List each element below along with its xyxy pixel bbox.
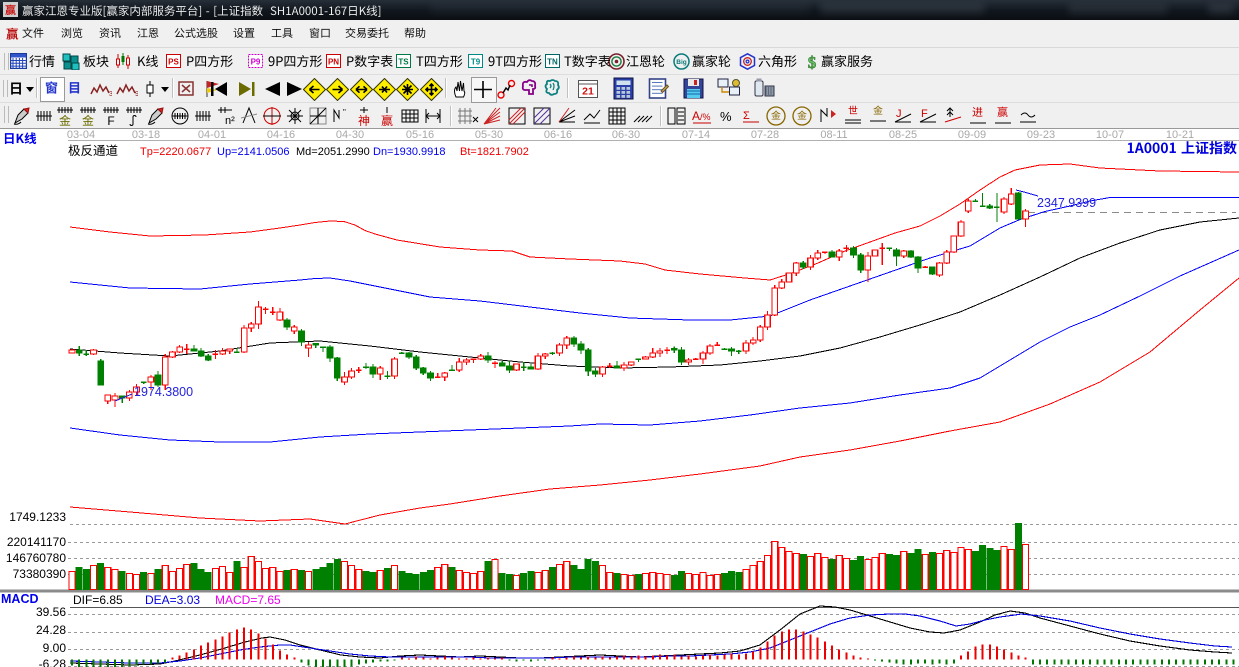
svg-text:05-30: 05-30	[475, 129, 503, 141]
svg-text:09-23: 09-23	[1027, 129, 1055, 141]
svg-text:Dn=1930.9918: Dn=1930.9918	[373, 146, 445, 158]
svg-text:": "	[343, 108, 346, 117]
svg-text:DEA=3.03: DEA=3.03	[145, 593, 200, 607]
svg-text:Tp=2220.0677: Tp=2220.0677	[140, 146, 211, 158]
svg-text:F: F	[921, 108, 928, 120]
svg-text:P9: P9	[251, 58, 261, 67]
svg-text:9: 9	[135, 91, 138, 97]
svg-text:73380390: 73380390	[13, 567, 67, 581]
svg-text:04-16: 04-16	[267, 129, 295, 141]
svg-text:%: %	[720, 109, 732, 124]
svg-text:08-11: 08-11	[820, 129, 847, 141]
svg-text:n²: n²	[225, 115, 235, 127]
svg-text:07-14: 07-14	[682, 129, 710, 141]
svg-text:08-25: 08-25	[889, 129, 917, 141]
svg-text:PN: PN	[328, 58, 339, 67]
svg-text:J: J	[896, 108, 902, 120]
svg-text:06-30: 06-30	[612, 129, 640, 141]
svg-text:9.00: 9.00	[43, 641, 67, 655]
svg-text:1749.1233: 1749.1233	[9, 510, 66, 524]
svg-text:21: 21	[582, 86, 594, 98]
svg-text:03-04: 03-04	[67, 129, 95, 141]
svg-text:DIF=6.85: DIF=6.85	[73, 593, 123, 607]
svg-text:MACD: MACD	[1, 592, 39, 606]
svg-text:Up=2141.0506: Up=2141.0506	[217, 146, 289, 158]
svg-text:1974.3800: 1974.3800	[134, 385, 193, 399]
svg-text:146760780: 146760780	[6, 551, 66, 565]
svg-text:24.28: 24.28	[36, 623, 66, 637]
svg-text:04-30: 04-30	[336, 129, 364, 141]
svg-text:Md=2051.2990: Md=2051.2990	[296, 146, 370, 158]
svg-text:-6.28: -6.28	[39, 657, 67, 667]
svg-text:07-28: 07-28	[751, 129, 779, 141]
svg-text:03-18: 03-18	[132, 129, 160, 141]
svg-text:10-07: 10-07	[1096, 129, 1124, 141]
svg-text:TN: TN	[547, 58, 558, 67]
svg-text:220141170: 220141170	[7, 535, 67, 549]
svg-text:10-21: 10-21	[1166, 129, 1194, 141]
svg-text:3: 3	[109, 91, 112, 97]
svg-text:09-09: 09-09	[958, 129, 986, 141]
svg-text:Σ: Σ	[743, 110, 750, 122]
svg-text:06-16: 06-16	[544, 129, 572, 141]
svg-text:TS: TS	[398, 58, 409, 67]
svg-text:F: F	[107, 114, 114, 127]
svg-text:MACD=7.65: MACD=7.65	[215, 593, 281, 607]
svg-text:$: $	[808, 53, 817, 71]
svg-text:05-16: 05-16	[406, 129, 434, 141]
svg-text:Bt=1821.7902: Bt=1821.7902	[460, 146, 529, 158]
svg-text:39.56: 39.56	[36, 605, 66, 619]
svg-text:T9: T9	[471, 58, 481, 67]
svg-text:04-01: 04-01	[198, 129, 226, 141]
svg-text:PS: PS	[168, 58, 179, 67]
svg-text:2347.9399: 2347.9399	[1037, 196, 1096, 210]
svg-text:A/%: A/%	[692, 109, 711, 123]
svg-text:Big: Big	[676, 59, 687, 66]
